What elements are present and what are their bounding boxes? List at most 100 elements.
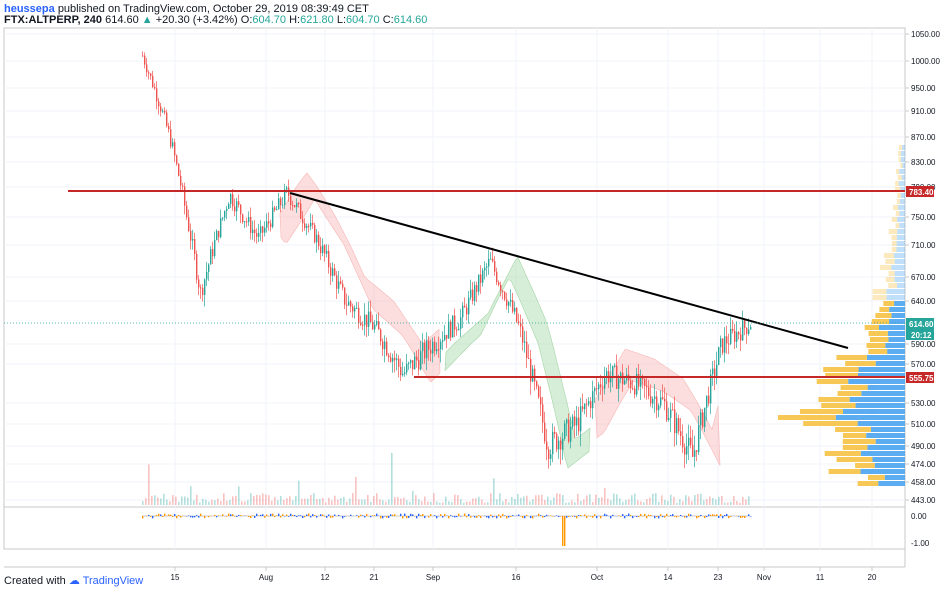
candle-body <box>592 391 594 409</box>
candle-body <box>282 204 284 206</box>
volume-bar <box>343 496 345 505</box>
candle-body <box>510 299 512 302</box>
profile-bar-down <box>828 469 861 474</box>
volume-bar <box>385 501 387 505</box>
candle-body <box>508 301 510 306</box>
oscillator-bar <box>282 514 284 516</box>
oscillator-bar <box>574 516 576 517</box>
volume-bar <box>568 502 570 505</box>
profile-bar-down <box>855 463 875 468</box>
time-tick-label: 21 <box>370 573 379 582</box>
candle-body <box>476 285 478 292</box>
high-value: 621.80 <box>300 14 334 26</box>
volume-bar <box>499 493 501 505</box>
candle-body <box>290 195 292 206</box>
oscillator-bar <box>700 514 702 516</box>
oscillator-bar <box>660 514 662 516</box>
volume-bar <box>214 500 216 505</box>
candle-body <box>162 110 164 112</box>
candle-body <box>614 365 616 367</box>
oscillator-bar <box>152 516 154 519</box>
ohlc-line: FTX:ALTPERP, 240 614.60 ▲ +20.30 (+3.42%… <box>4 14 427 27</box>
profile-bar-up <box>886 289 905 294</box>
candle-body <box>366 314 368 327</box>
profile-bar-down <box>816 379 849 384</box>
candle-body <box>706 395 708 408</box>
volume-bar <box>595 494 597 505</box>
oscillator-bar <box>696 516 698 519</box>
candle-body <box>740 334 742 341</box>
volume-bar <box>391 452 393 505</box>
profile-bar-up <box>900 157 905 162</box>
publisher-user[interactable]: heussepa <box>4 3 55 15</box>
volume-bar <box>523 496 525 505</box>
candle-body <box>362 324 364 326</box>
volume-bar <box>418 499 420 505</box>
candle-body <box>430 349 432 354</box>
profile-bar-down <box>836 457 873 462</box>
profile-bar-down <box>888 229 898 234</box>
candle-body <box>360 323 362 325</box>
profile-bar-down <box>894 187 901 192</box>
volume-bar <box>196 494 198 505</box>
oscillator-bar <box>268 516 270 517</box>
oscillator-bar <box>326 516 328 518</box>
oscillator-bar <box>160 514 162 516</box>
oscillator-bar <box>742 516 744 518</box>
profile-bar-down <box>867 475 885 480</box>
volume-bar <box>364 499 366 505</box>
profile-bar-down <box>895 223 900 228</box>
volume-bar <box>232 496 234 505</box>
candle-body <box>662 397 664 399</box>
volume-bar <box>265 494 267 505</box>
oscillator-bar <box>306 514 308 516</box>
profile-bar-down <box>871 319 890 324</box>
candle-body <box>436 349 438 352</box>
volume-bar <box>697 493 699 505</box>
volume-profile <box>777 145 905 486</box>
volume-bar <box>361 499 363 505</box>
indicator-pane[interactable] <box>3 506 906 550</box>
candle-body <box>582 406 584 410</box>
oscillator-bar <box>170 514 172 516</box>
candle-body <box>372 322 374 330</box>
oscillator-bar <box>740 516 742 519</box>
oscillator-bar <box>178 514 180 516</box>
candle-body <box>474 285 476 301</box>
candle-body <box>450 321 452 338</box>
candle-body <box>658 405 660 411</box>
candle-body <box>378 321 380 330</box>
candle-body <box>602 387 604 389</box>
candle-body <box>494 261 496 272</box>
profile-bar-up <box>861 391 905 396</box>
candle-body <box>644 379 646 387</box>
time-axis-ticks: 15 Aug 12 21 Sep 16 Oct 14 23 Nov 11 20 <box>171 567 877 582</box>
candle-body <box>424 342 426 359</box>
candle-body <box>300 203 302 219</box>
oscillator-bar <box>688 513 690 516</box>
oscillator-bar <box>662 516 664 518</box>
oscillator-bar <box>434 515 436 516</box>
descending-trendline[interactable] <box>289 192 849 349</box>
candle-body <box>728 343 730 345</box>
profile-bar-down <box>818 397 850 402</box>
profile-bar-up <box>888 337 905 342</box>
profile-bar-down <box>799 409 844 414</box>
candle-body <box>568 419 570 442</box>
volume-bar <box>643 502 645 505</box>
oscillator-bar <box>162 516 164 518</box>
volume-bar <box>337 499 339 505</box>
candle-body <box>172 142 174 147</box>
candle-body <box>326 250 328 254</box>
volume-bar <box>379 499 381 505</box>
candle-body <box>500 284 502 291</box>
candle-body <box>590 401 592 409</box>
oscillator-bar <box>418 513 420 516</box>
volume-bar <box>604 488 606 505</box>
price-pane[interactable] <box>3 27 906 508</box>
tradingview-logo-link[interactable]: ☁ TradingView <box>68 575 144 587</box>
candle-body <box>580 406 582 432</box>
candle-body <box>682 435 684 448</box>
volume-bar <box>331 500 333 505</box>
